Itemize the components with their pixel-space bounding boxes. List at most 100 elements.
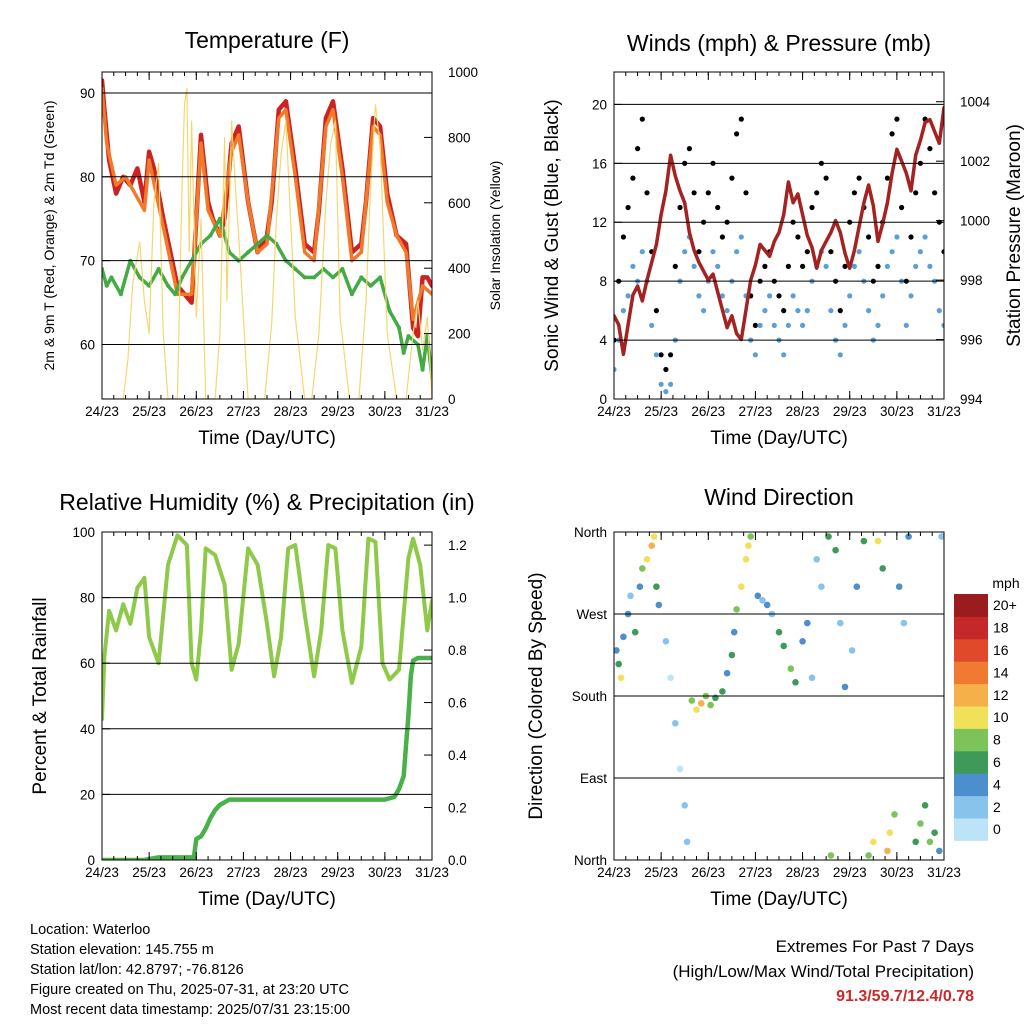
wind-point <box>889 249 895 255</box>
x-tick-label: 27/23 <box>227 865 261 880</box>
chart-panel-3: Relative Humidity (%) & Precipitation (i… <box>30 489 475 910</box>
wind-point <box>922 234 928 240</box>
dewpoint-point <box>109 275 114 280</box>
wind-point <box>630 263 636 269</box>
y-axis-label: Percent & Total Rainfall <box>30 597 51 794</box>
wind-point <box>804 308 810 314</box>
x-tick-label: 28/23 <box>274 865 308 880</box>
wind-point <box>762 263 768 269</box>
wind-point <box>851 263 858 269</box>
wind-point <box>734 249 740 255</box>
wind-point <box>729 175 735 181</box>
wind-point <box>771 322 777 328</box>
wind-point <box>936 308 942 314</box>
chart-panel-2: Winds (mph) & Pressure (mb) 24/23 25/23 26/… <box>542 30 1024 449</box>
y-tick-label: 100 <box>72 525 95 540</box>
direction-point <box>648 542 655 549</box>
dewpoint-point <box>293 267 298 271</box>
wind-point <box>672 263 678 269</box>
direction-point <box>636 583 644 590</box>
wind-point <box>908 293 914 299</box>
direction-point <box>879 565 886 572</box>
direction-point <box>837 619 844 627</box>
colorbar-label: 6 <box>993 754 1001 770</box>
series-line-3 <box>102 216 432 380</box>
x-axis-label: Time (Day/UTC) <box>198 428 336 449</box>
direction-point <box>620 633 627 641</box>
x-tick-label: 24/23 <box>597 865 631 880</box>
wind-point <box>847 293 853 299</box>
direction-point <box>860 537 868 545</box>
direction-point <box>615 660 622 668</box>
direction-point <box>653 583 660 590</box>
x-tick-label: 27/23 <box>227 404 261 419</box>
wind-point <box>809 204 815 211</box>
wind-point <box>715 204 721 211</box>
latlon-text: Station lat/lon: 42.8797; -76.8126 <box>30 962 244 978</box>
wind-point <box>804 249 810 255</box>
wind-point <box>658 381 664 387</box>
colorbar-label: 4 <box>993 776 1001 792</box>
y2-tick-label: 1002 <box>960 154 990 169</box>
direction-point <box>745 542 752 549</box>
dewpoint-point <box>378 275 383 280</box>
x-tick-label: 30/23 <box>368 404 402 419</box>
y-tick-label: 0 <box>87 853 95 868</box>
colorbar-swatch <box>954 818 988 841</box>
direction-point <box>733 606 740 613</box>
dewpoint-point <box>137 275 142 280</box>
wind-point <box>658 352 664 358</box>
direction-point <box>780 642 787 650</box>
wind-point <box>639 116 645 122</box>
wind-point <box>894 234 900 240</box>
wind-point <box>903 322 909 328</box>
direction-point <box>614 647 620 654</box>
colorbar-swatch <box>954 594 988 617</box>
wind-point <box>620 308 627 314</box>
location-text: Location: Waterloo <box>30 922 151 938</box>
x-tick-label: 26/23 <box>179 865 213 880</box>
wind-point <box>941 249 944 255</box>
wind-point <box>620 234 627 240</box>
dewpoint-point <box>406 334 411 339</box>
wind-point <box>691 190 697 196</box>
chart-title: Temperature (F) <box>185 27 350 53</box>
wind-point <box>710 249 716 255</box>
series-line-2 <box>102 655 432 860</box>
x-tick-label: 27/23 <box>739 865 773 880</box>
wind-point <box>724 308 730 314</box>
wind-point <box>800 322 806 328</box>
direction-point <box>874 537 882 545</box>
y-tick-label: 70 <box>80 254 95 269</box>
x-axis-label: Time (Day/UTC) <box>198 889 336 910</box>
direction-point <box>792 679 799 686</box>
wind-point <box>635 146 641 152</box>
chart-title: Wind Direction <box>704 484 854 510</box>
station-info: Location: Waterloo Station elevation: 14… <box>30 920 350 1020</box>
direction-point <box>728 651 736 659</box>
wind-point <box>917 249 924 255</box>
direction-point <box>818 583 825 590</box>
wind-point <box>625 204 631 211</box>
dewpoint-point <box>173 292 178 297</box>
x-tick-label: 29/23 <box>833 404 867 419</box>
colorbar-swatch <box>954 795 988 819</box>
y-tick-label: 80 <box>80 170 95 185</box>
direction-point <box>688 697 696 704</box>
wind-point <box>932 190 938 196</box>
x-axis-label: Time (Day/UTC) <box>710 889 848 910</box>
wind-point <box>776 293 782 299</box>
y-tick-label: 12 <box>592 215 607 230</box>
x-tick-label: 25/23 <box>644 404 678 419</box>
direction-point <box>759 597 766 604</box>
x-tick-label: 24/23 <box>85 404 119 419</box>
wind-point <box>866 234 872 240</box>
wind-point <box>682 249 688 255</box>
direction-point <box>681 802 688 809</box>
colorbar-swatch <box>954 750 988 774</box>
wind-point <box>738 116 744 122</box>
wind-point <box>837 308 843 314</box>
wind-point <box>941 322 944 328</box>
direction-point <box>697 700 705 707</box>
y-tick-label: 16 <box>592 156 607 171</box>
